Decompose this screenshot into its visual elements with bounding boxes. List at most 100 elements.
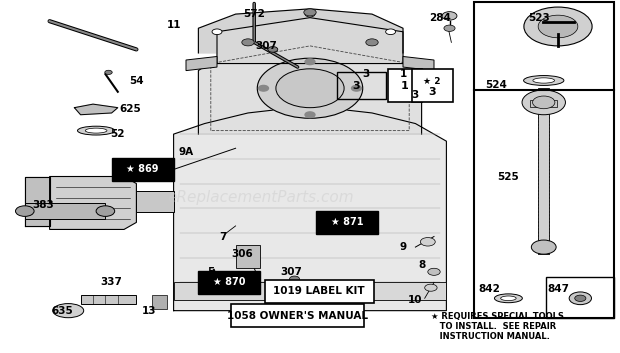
Polygon shape <box>25 176 50 226</box>
Text: 13: 13 <box>141 306 156 316</box>
Ellipse shape <box>533 78 555 83</box>
Ellipse shape <box>78 126 115 135</box>
Circle shape <box>304 9 316 16</box>
Polygon shape <box>198 9 403 53</box>
Circle shape <box>425 284 437 291</box>
Circle shape <box>352 85 361 91</box>
Circle shape <box>96 206 115 216</box>
Text: 3: 3 <box>362 69 370 79</box>
Circle shape <box>276 69 344 108</box>
Text: 635: 635 <box>51 306 73 316</box>
Text: 3: 3 <box>428 88 436 97</box>
Circle shape <box>16 206 34 216</box>
Circle shape <box>533 96 555 109</box>
Bar <box>81 295 136 304</box>
Bar <box>546 277 614 318</box>
Bar <box>337 72 386 99</box>
Text: eReplacementParts.com: eReplacementParts.com <box>167 190 354 205</box>
Text: 625: 625 <box>119 104 141 114</box>
Text: ★ 870: ★ 870 <box>213 277 246 287</box>
Text: 306: 306 <box>231 249 253 259</box>
Bar <box>112 158 174 181</box>
Text: 383: 383 <box>32 200 55 210</box>
Text: 1019 LABEL KIT: 1019 LABEL KIT <box>273 286 365 296</box>
Text: 3: 3 <box>353 81 360 91</box>
Polygon shape <box>186 56 217 71</box>
Bar <box>316 211 378 234</box>
Text: 847: 847 <box>547 285 569 294</box>
Circle shape <box>242 39 254 46</box>
Circle shape <box>569 292 591 305</box>
Text: 52: 52 <box>110 129 125 139</box>
Bar <box>530 100 557 107</box>
Circle shape <box>444 25 455 31</box>
Text: 307: 307 <box>255 41 278 51</box>
Ellipse shape <box>86 128 107 133</box>
Bar <box>25 203 105 219</box>
Bar <box>412 69 453 102</box>
Circle shape <box>257 58 363 118</box>
Circle shape <box>305 59 315 65</box>
Bar <box>388 69 422 102</box>
Circle shape <box>420 238 435 246</box>
Polygon shape <box>217 18 403 64</box>
Circle shape <box>305 112 315 118</box>
Circle shape <box>105 70 112 74</box>
Circle shape <box>524 7 592 46</box>
Circle shape <box>428 268 440 275</box>
Text: 9A: 9A <box>179 147 193 157</box>
Circle shape <box>212 29 222 35</box>
Circle shape <box>442 12 457 20</box>
Text: 284: 284 <box>429 13 451 23</box>
Circle shape <box>259 85 268 91</box>
Ellipse shape <box>523 76 564 85</box>
Bar <box>152 295 167 309</box>
Text: 5: 5 <box>207 267 215 277</box>
Polygon shape <box>174 106 446 311</box>
Text: 1: 1 <box>399 69 407 79</box>
Text: 9: 9 <box>399 242 407 252</box>
Text: ★ 871: ★ 871 <box>331 217 363 227</box>
Text: ★ 869: ★ 869 <box>126 164 159 174</box>
Ellipse shape <box>495 294 522 303</box>
Text: 523: 523 <box>528 13 551 23</box>
Text: 8: 8 <box>418 260 425 270</box>
Circle shape <box>305 11 315 17</box>
Text: 1: 1 <box>401 81 408 91</box>
Text: 842: 842 <box>479 285 501 294</box>
Polygon shape <box>403 56 434 71</box>
Text: ★ REQUIRES SPECIAL TOOLS
   TO INSTALL.  SEE REPAIR
   INSTRUCTION MANUAL.: ★ REQUIRES SPECIAL TOOLS TO INSTALL. SEE… <box>431 312 564 341</box>
Text: 572: 572 <box>243 9 265 19</box>
Text: 337: 337 <box>100 277 123 287</box>
Circle shape <box>386 29 396 35</box>
Polygon shape <box>50 176 136 229</box>
Bar <box>231 304 365 328</box>
Ellipse shape <box>501 296 516 301</box>
Ellipse shape <box>53 304 84 318</box>
Text: 10: 10 <box>408 295 423 305</box>
Ellipse shape <box>531 240 556 254</box>
Text: 525: 525 <box>497 172 520 181</box>
Circle shape <box>366 39 378 46</box>
Text: 524: 524 <box>485 80 507 90</box>
Polygon shape <box>198 42 422 134</box>
Bar <box>198 271 260 294</box>
Circle shape <box>522 90 565 115</box>
Bar <box>265 280 374 303</box>
Text: 7: 7 <box>219 232 227 241</box>
Bar <box>236 245 260 268</box>
Polygon shape <box>74 104 118 115</box>
Text: 3: 3 <box>412 90 419 100</box>
Bar <box>474 2 614 318</box>
Text: 54: 54 <box>129 76 144 86</box>
Bar <box>538 88 549 254</box>
Bar <box>136 191 174 212</box>
Circle shape <box>290 276 299 282</box>
Text: 11: 11 <box>166 20 181 30</box>
Circle shape <box>575 295 586 301</box>
Circle shape <box>538 15 578 38</box>
Polygon shape <box>174 282 446 300</box>
Text: ★ 2: ★ 2 <box>423 77 441 86</box>
Text: 1058 OWNER'S MANUAL: 1058 OWNER'S MANUAL <box>227 311 368 321</box>
Text: 307: 307 <box>280 267 303 277</box>
